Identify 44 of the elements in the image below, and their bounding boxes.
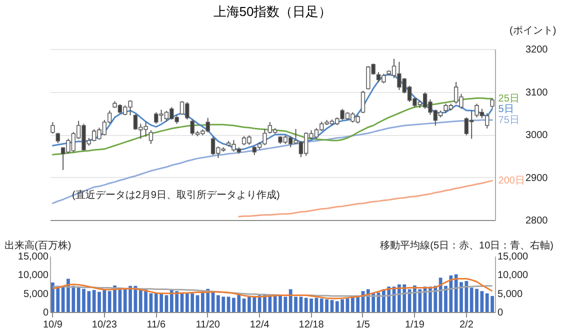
y-tick-label: 3000: [526, 130, 548, 141]
y-tick-label: 3200: [526, 44, 548, 56]
x-tick-label: 12/18: [298, 320, 324, 330]
x-tick-label: 11/6: [146, 320, 166, 330]
y-tick-label: 0: [42, 308, 49, 318]
y-tick-label: 2900: [526, 172, 548, 184]
x-tick-label: 1/19: [404, 320, 425, 330]
candlestick: [50, 122, 55, 134]
y2-tick-label: 5,000: [498, 288, 523, 300]
series-label: 25日: [498, 94, 520, 105]
x-tick-label: 12/4: [250, 320, 270, 330]
bar: [196, 295, 200, 312]
x-tick-label: 10/23: [92, 320, 118, 330]
y-axis-title: 出来高(百万株): [4, 240, 72, 252]
series-label: 5日: [498, 104, 514, 115]
x-tick-label: 10/9: [42, 320, 63, 330]
series-label: 200日: [498, 176, 525, 187]
candlestick: [148, 130, 154, 144]
y2-tick-label: 10,000: [498, 270, 529, 282]
bar: [226, 296, 230, 312]
bar: [299, 296, 303, 312]
annotation: (直近データは2月9日、取引所データより作成): [72, 189, 280, 201]
bar: [480, 291, 484, 312]
text: 移動平均線(5日：赤、10日：青、右軸): [380, 240, 554, 252]
y-tick-label: 3100: [526, 87, 548, 98]
x-tick-label: 11/20: [196, 320, 220, 330]
x-tick-label: 1/5: [356, 320, 370, 330]
bar: [346, 298, 350, 312]
y-tick-label: 2800: [526, 216, 548, 226]
y-tick-label: 10,000: [18, 270, 49, 282]
series-label: 75日: [498, 114, 520, 126]
candlestick: [360, 90, 366, 114]
y-tick-label: 5,000: [23, 288, 49, 300]
chart-title: 上海50指数（日足）: [213, 4, 332, 19]
line-series: [238, 180, 494, 218]
y-axis-title: (ポイント): [510, 26, 556, 36]
bar: [242, 298, 246, 312]
y2-tick-label: 0: [498, 308, 504, 318]
candlestick: [490, 98, 494, 108]
bar: [118, 290, 122, 312]
x-tick-label: 2/2: [459, 320, 474, 330]
y-tick-label: 15,000: [18, 252, 49, 262]
bar: [164, 295, 168, 312]
y2-tick-label: 15,000: [498, 252, 529, 262]
